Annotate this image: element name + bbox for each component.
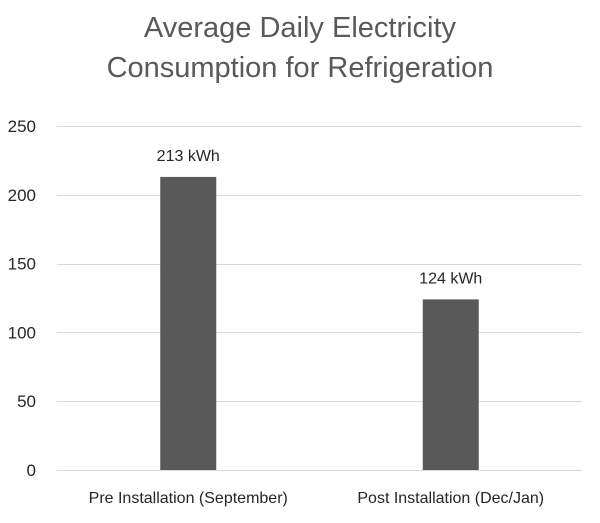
y-tick-label-50: 50 [17, 392, 36, 411]
chart-title-line-2: Consumption for Refrigeration [106, 52, 494, 84]
y-axis-tick-labels: 0 50 100 150 200 250 [8, 117, 36, 480]
chart-title: Average Daily Electricity Consumption fo… [0, 8, 600, 88]
gridlines [57, 126, 582, 471]
data-label-1: 213 kWh [157, 148, 220, 165]
bar-2 [422, 299, 479, 470]
category-label-1: Pre Installation (September) [89, 490, 288, 507]
y-tick-label-150: 150 [8, 255, 36, 274]
y-tick-label-0: 0 [27, 461, 36, 480]
category-label-2: Post Installation (Dec/Jan) [357, 490, 544, 507]
data-label-2: 124 kWh [419, 270, 482, 287]
y-tick-label-250: 250 [8, 117, 36, 136]
bar-1 [160, 176, 217, 471]
y-tick-label-200: 200 [8, 186, 36, 205]
bars [160, 176, 479, 471]
y-tick-label-100: 100 [8, 323, 36, 342]
x-axis-category-labels: Pre Installation (September) Post Install… [89, 490, 544, 507]
chart-title-line-1: Average Daily Electricity [143, 12, 457, 44]
data-labels: 213 kWh 124 kWh [157, 148, 483, 287]
